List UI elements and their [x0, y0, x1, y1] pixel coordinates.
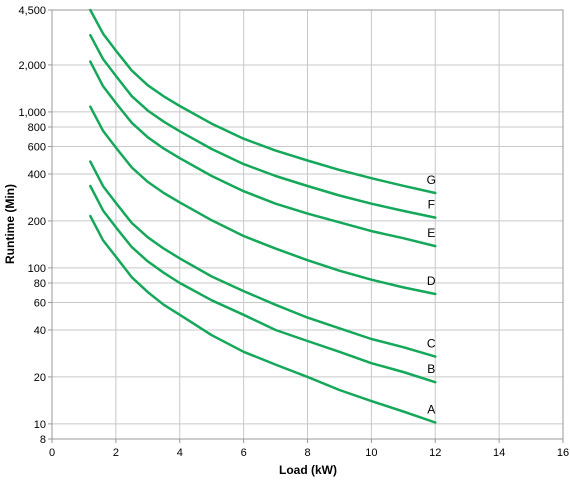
x-tick-label: 10 [365, 447, 377, 459]
series-label-d: D [427, 274, 436, 288]
y-tick-label: 80 [34, 278, 46, 290]
series-label-a: A [427, 403, 435, 417]
series-label-e: E [427, 226, 435, 240]
y-tick-label: 100 [28, 263, 46, 275]
x-tick-label: 6 [241, 447, 247, 459]
y-tick-label: 600 [28, 142, 46, 154]
x-axis-ticks: 0 2 4 6 8 10 12 14 16 [49, 439, 569, 459]
y-tick-label: 8 [40, 434, 46, 446]
x-axis-title: Load (kW) [279, 463, 337, 477]
y-tick-label: 2,000 [18, 60, 46, 72]
x-tick-label: 14 [493, 447, 505, 459]
y-tick-label: 10 [34, 419, 46, 431]
y-tick-label: 1,000 [18, 107, 46, 119]
y-tick-label: 800 [28, 122, 46, 134]
series-label-g: G [427, 173, 436, 187]
series-labels: A BC D EFG [427, 173, 436, 417]
series-lines [89, 8, 437, 424]
x-tick-label: 16 [557, 447, 569, 459]
series-label-c: C [427, 337, 436, 351]
x-tick-label: 4 [177, 447, 183, 459]
y-tick-label: 400 [28, 169, 46, 181]
y-axis-ticks: 8 10 20 40 60 80 100 200 400 600 800 1,000 2,000 4,50… [18, 5, 52, 446]
x-tick-label: 8 [304, 447, 310, 459]
y-axis-title: Runtime (Min) [3, 184, 17, 264]
series-label-b: B [427, 362, 435, 376]
series-line-e [89, 60, 437, 248]
series-line-b [89, 184, 437, 384]
series-line-c [89, 160, 437, 358]
y-tick-label: 20 [34, 372, 46, 384]
series-line-g [89, 8, 437, 195]
x-tick-label: 12 [429, 447, 441, 459]
y-tick-label: 60 [34, 297, 46, 309]
x-tick-label: 2 [113, 447, 119, 459]
x-tick-label: 0 [49, 447, 55, 459]
series-line-a [89, 214, 437, 424]
series-line-d [89, 105, 437, 296]
y-tick-label: 4,500 [18, 5, 46, 17]
series-label-f: F [428, 198, 435, 212]
y-tick-label: 200 [28, 216, 46, 228]
series-line-f [89, 33, 437, 219]
y-tick-label: 40 [34, 325, 46, 337]
